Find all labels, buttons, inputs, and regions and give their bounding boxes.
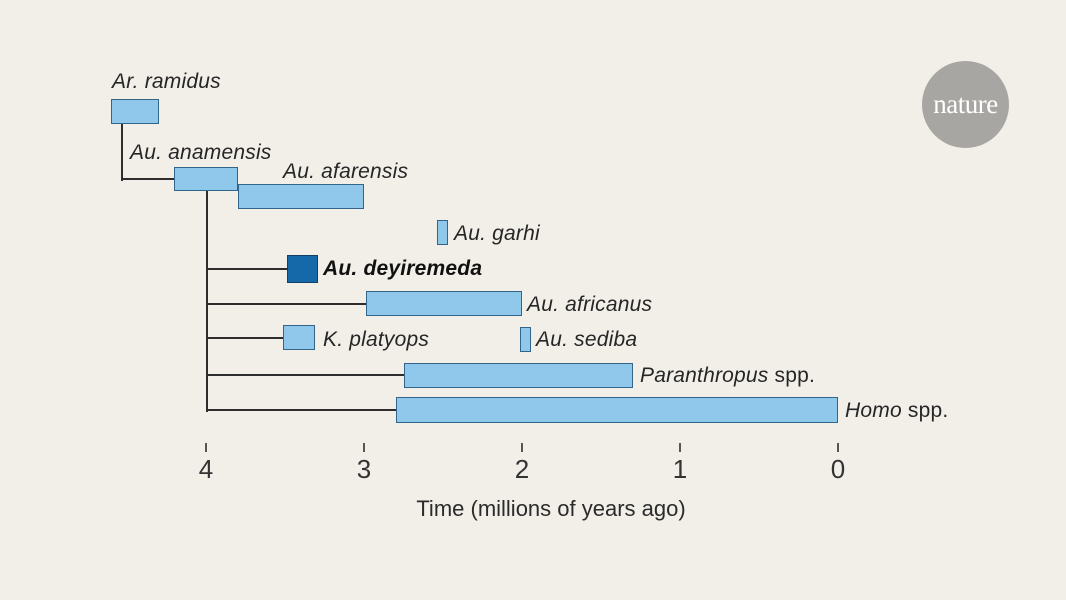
tree-branch-line bbox=[206, 337, 284, 339]
axis-tick bbox=[205, 443, 207, 452]
tree-branch-line bbox=[206, 409, 396, 411]
species-label-au-afarensis: Au. afarensis bbox=[283, 159, 408, 184]
species-label-au-africanus: Au. africanus bbox=[527, 292, 652, 317]
tree-branch-line bbox=[121, 124, 123, 181]
species-name-italic: Au. africanus bbox=[527, 293, 653, 316]
axis-tick-label: 2 bbox=[514, 454, 530, 484]
tree-branch-line bbox=[206, 303, 367, 305]
species-bar-ar-ramidus bbox=[111, 99, 159, 124]
species-label-k-platyops: K. platyops bbox=[323, 327, 429, 352]
x-axis-title: Time (millions of years ago) bbox=[416, 496, 686, 521]
tree-branch-line bbox=[206, 191, 208, 412]
species-name-italic: Ar. ramidus bbox=[112, 70, 221, 93]
species-name-suffix: spp. bbox=[901, 399, 949, 422]
axis-tick-label: 0 bbox=[830, 454, 846, 484]
tree-branch-line bbox=[121, 178, 176, 180]
species-name-italic: Au. garhi bbox=[454, 222, 540, 245]
species-bar-au-anamensis bbox=[174, 167, 238, 191]
species-bar-au-afarensis bbox=[237, 184, 364, 209]
species-name-italic: Au. sediba bbox=[536, 328, 638, 351]
species-label-ar-ramidus: Ar. ramidus bbox=[112, 69, 221, 94]
species-label-au-sediba: Au. sediba bbox=[536, 327, 637, 352]
tree-branch-line bbox=[206, 374, 405, 376]
species-label-paranthropus: Paranthropus spp. bbox=[640, 363, 815, 388]
axis-tick-label: 3 bbox=[356, 454, 372, 484]
axis-tick bbox=[679, 443, 681, 452]
species-name-italic: Paranthropus bbox=[640, 364, 769, 387]
species-label-au-deyiremeda: Au. deyiremeda bbox=[323, 256, 482, 281]
nature-logo: nature bbox=[922, 61, 1009, 148]
species-bar-au-sediba bbox=[520, 327, 532, 352]
nature-logo-text: nature bbox=[933, 89, 998, 119]
axis-tick bbox=[837, 443, 839, 452]
species-label-homo: Homo spp. bbox=[845, 398, 948, 423]
species-name-suffix: spp. bbox=[768, 364, 816, 387]
tree-branch-line bbox=[206, 268, 288, 270]
species-bar-homo bbox=[395, 397, 838, 423]
species-bar-au-africanus bbox=[365, 291, 522, 316]
species-name-italic: Au. deyiremeda bbox=[323, 257, 483, 280]
species-name-italic: Au. afarensis bbox=[283, 160, 409, 183]
axis-tick bbox=[363, 443, 365, 452]
species-bar-paranthropus bbox=[403, 363, 633, 388]
species-bar-k-platyops bbox=[283, 325, 315, 350]
species-name-italic: Homo bbox=[845, 399, 902, 422]
species-bar-au-deyiremeda bbox=[286, 255, 319, 283]
species-name-italic: Au. anamensis bbox=[130, 141, 272, 164]
species-label-au-anamensis: Au. anamensis bbox=[130, 140, 272, 165]
axis-tick-label: 4 bbox=[198, 454, 214, 484]
species-bar-au-garhi bbox=[436, 220, 448, 245]
axis-tick bbox=[521, 443, 523, 452]
axis-tick-label: 1 bbox=[672, 454, 688, 484]
species-name-italic: K. platyops bbox=[323, 328, 430, 351]
species-label-au-garhi: Au. garhi bbox=[454, 221, 540, 246]
